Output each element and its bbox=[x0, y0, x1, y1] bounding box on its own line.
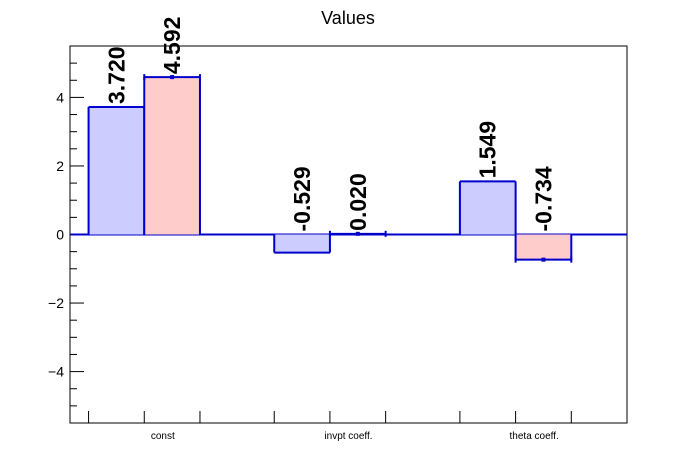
bar bbox=[515, 234, 572, 260]
bar bbox=[144, 77, 200, 235]
y-tick-label: 2 bbox=[56, 158, 64, 174]
data-labels: 3.720 -0.529 1.549 4.592 0.020 -0.734 bbox=[103, 17, 556, 232]
bar bbox=[274, 234, 330, 253]
data-label: 0.020 bbox=[345, 173, 371, 231]
bar bbox=[88, 107, 145, 235]
data-label: -0.529 bbox=[289, 166, 315, 231]
chart-title: Values bbox=[321, 8, 375, 28]
data-label: 4.592 bbox=[159, 17, 185, 75]
y-tick-label: −4 bbox=[48, 364, 64, 380]
data-label: -0.734 bbox=[530, 166, 556, 231]
error-marker bbox=[170, 75, 175, 80]
y-tick-label: 0 bbox=[56, 227, 64, 243]
error-marker bbox=[355, 231, 360, 236]
data-label: 1.549 bbox=[475, 121, 501, 179]
category-label: invpt coeff. bbox=[324, 431, 372, 442]
y-tick-label: 4 bbox=[56, 89, 64, 105]
category-label: const bbox=[151, 431, 175, 442]
bars bbox=[87, 74, 573, 263]
bar bbox=[459, 181, 516, 235]
error-marker bbox=[541, 257, 546, 262]
category-label: theta coeff. bbox=[510, 431, 559, 442]
y-tick-label: −2 bbox=[48, 295, 64, 311]
data-label: 3.720 bbox=[103, 46, 129, 104]
